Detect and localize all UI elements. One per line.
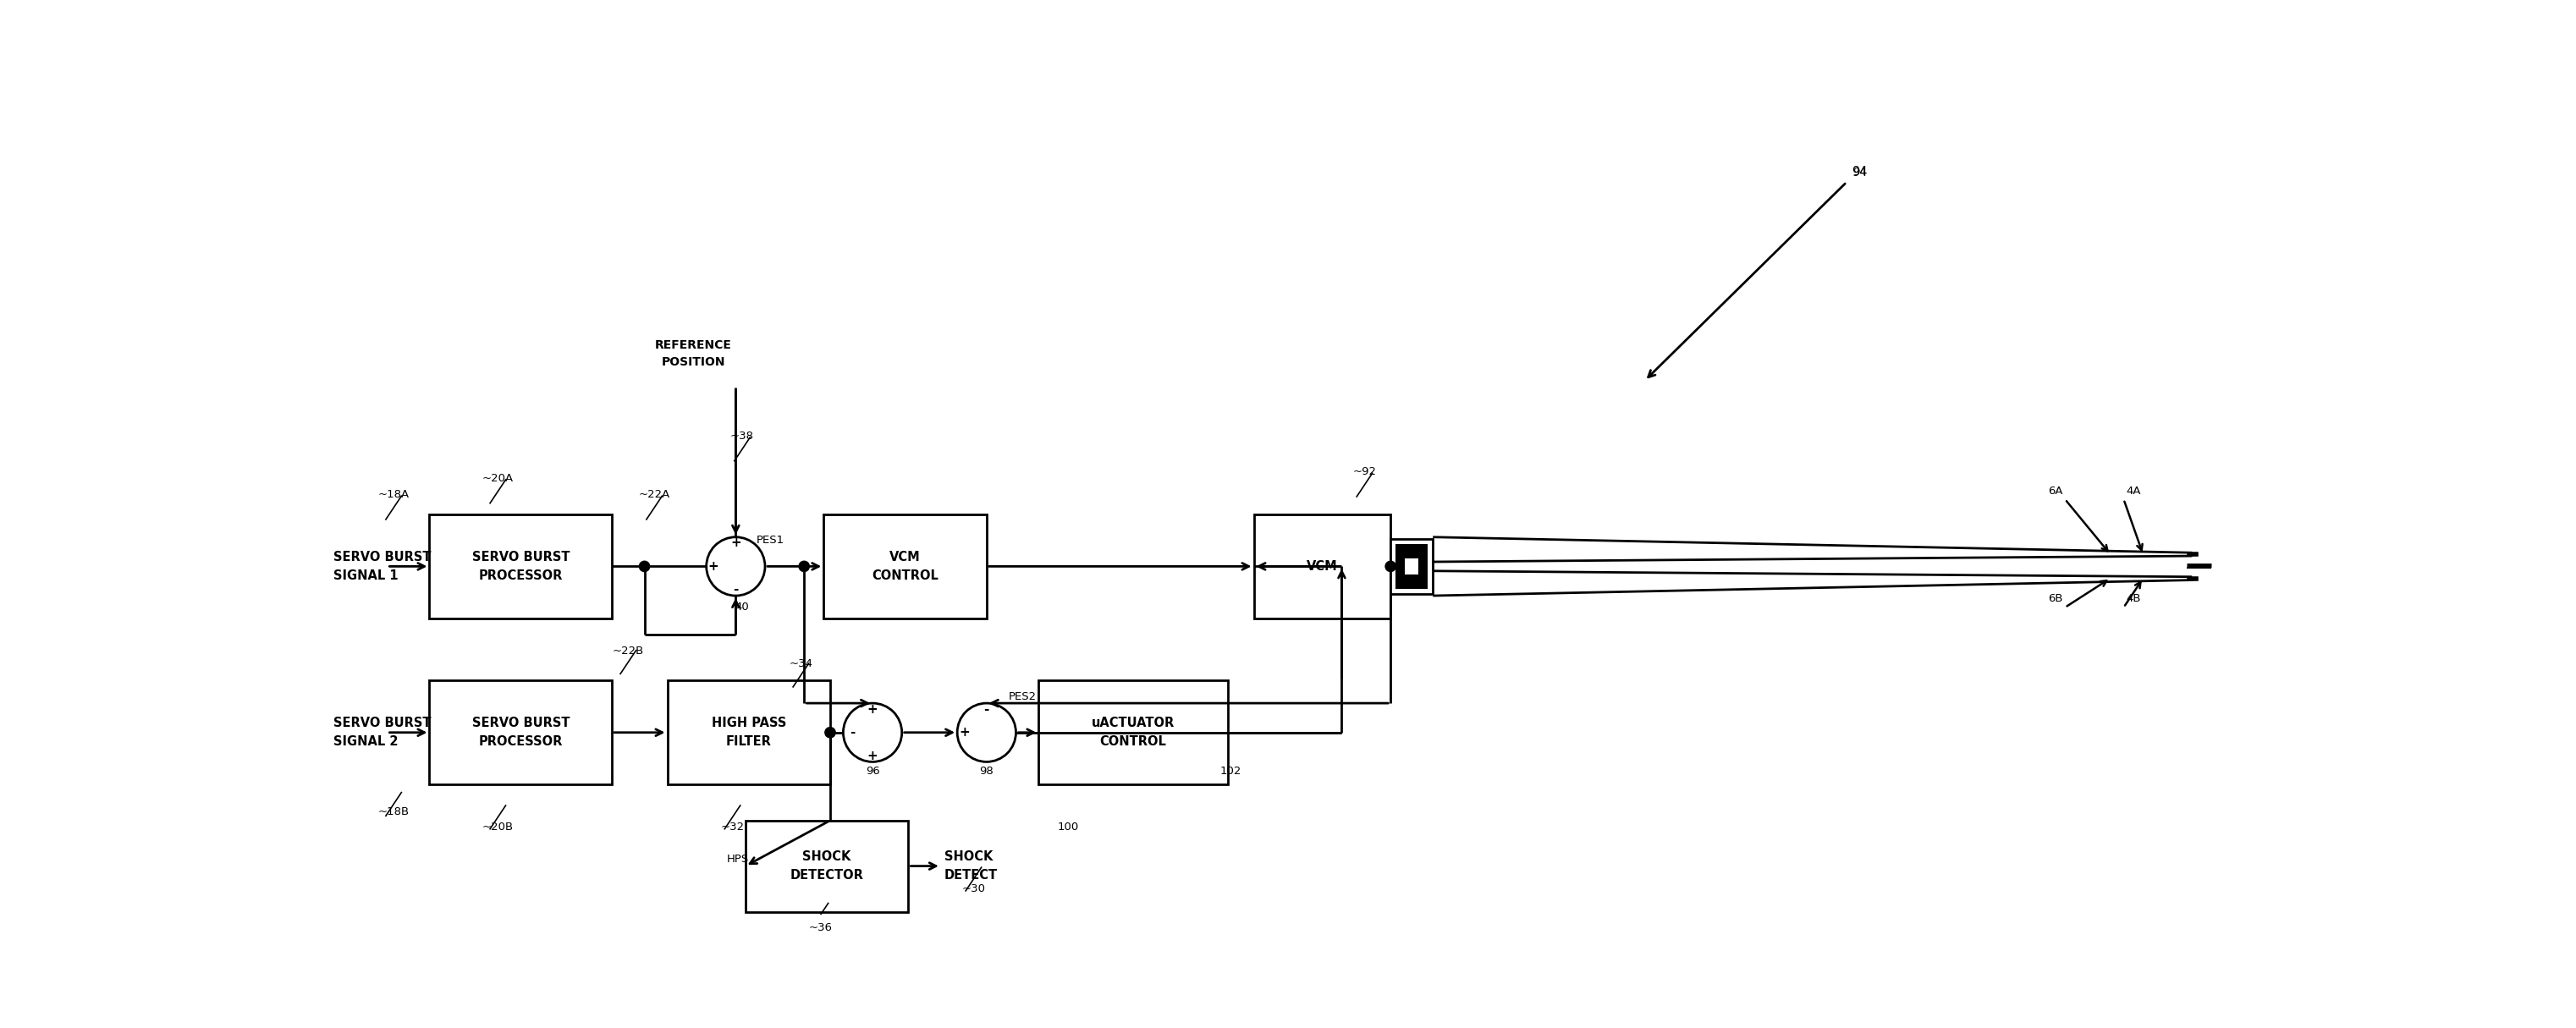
Text: ~92: ~92 xyxy=(1352,467,1376,477)
Text: PES2: PES2 xyxy=(1007,691,1036,702)
Text: ~36: ~36 xyxy=(809,922,832,933)
Text: SERVO BURST
PROCESSOR: SERVO BURST PROCESSOR xyxy=(471,551,569,582)
Text: -: - xyxy=(734,583,739,596)
Text: 100: 100 xyxy=(1056,821,1079,833)
Text: ~20A: ~20A xyxy=(482,473,513,484)
Text: +: + xyxy=(958,726,969,739)
Circle shape xyxy=(842,703,902,762)
Text: 4B: 4B xyxy=(2125,593,2141,604)
Text: 94: 94 xyxy=(1852,166,1868,179)
Bar xyxy=(667,681,829,784)
Text: ~22A: ~22A xyxy=(639,489,670,501)
Circle shape xyxy=(1386,561,1396,572)
Text: +: + xyxy=(868,749,878,762)
Text: 4A: 4A xyxy=(2125,486,2141,497)
Text: ~22B: ~22B xyxy=(613,646,644,657)
Text: 102: 102 xyxy=(1221,766,1242,777)
Text: SERVO BURST
PROCESSOR: SERVO BURST PROCESSOR xyxy=(471,717,569,748)
Text: -: - xyxy=(984,703,989,715)
Text: 6B: 6B xyxy=(2048,593,2063,604)
Bar xyxy=(430,514,613,619)
Circle shape xyxy=(958,703,1015,762)
Text: ~18B: ~18B xyxy=(379,807,410,817)
Text: SHOCK
DETECT: SHOCK DETECT xyxy=(945,850,997,882)
Text: +: + xyxy=(868,703,878,715)
Text: VCM
CONTROL: VCM CONTROL xyxy=(871,551,938,582)
Bar xyxy=(1391,539,1432,594)
Text: REFERENCE
POSITION: REFERENCE POSITION xyxy=(654,339,732,368)
Text: ~20B: ~20B xyxy=(482,821,513,833)
Text: 40: 40 xyxy=(734,602,750,613)
Text: HIGH PASS
FILTER: HIGH PASS FILTER xyxy=(711,717,786,748)
Bar xyxy=(1396,544,1427,589)
Circle shape xyxy=(824,727,835,738)
Circle shape xyxy=(799,561,809,572)
Bar xyxy=(1255,514,1391,619)
Text: +: + xyxy=(708,560,719,573)
Bar xyxy=(824,514,987,619)
Text: ~18A: ~18A xyxy=(379,489,410,501)
Bar xyxy=(1038,681,1229,784)
Text: HPS: HPS xyxy=(726,854,750,865)
Text: 6A: 6A xyxy=(2048,486,2063,497)
Text: ~34: ~34 xyxy=(788,659,811,669)
Text: VCM: VCM xyxy=(1306,560,1337,573)
Circle shape xyxy=(706,537,765,595)
Text: SERVO BURST
SIGNAL 2: SERVO BURST SIGNAL 2 xyxy=(335,717,430,748)
Text: PES1: PES1 xyxy=(757,535,783,546)
Text: ~32: ~32 xyxy=(721,821,744,833)
Text: SHOCK
DETECTOR: SHOCK DETECTOR xyxy=(791,850,863,882)
Text: -: - xyxy=(850,726,855,739)
Circle shape xyxy=(639,561,649,572)
Bar xyxy=(1404,558,1417,575)
Text: 98: 98 xyxy=(979,766,994,777)
Text: 94: 94 xyxy=(1852,167,1868,178)
Text: ~30: ~30 xyxy=(961,883,987,894)
Bar xyxy=(744,820,909,912)
Text: SERVO BURST
SIGNAL 1: SERVO BURST SIGNAL 1 xyxy=(335,551,430,582)
Text: +: + xyxy=(732,537,742,549)
Text: ~38: ~38 xyxy=(732,431,755,442)
Text: 96: 96 xyxy=(866,766,878,777)
Bar xyxy=(430,681,613,784)
Text: uACTUATOR
CONTROL: uACTUATOR CONTROL xyxy=(1092,717,1175,748)
